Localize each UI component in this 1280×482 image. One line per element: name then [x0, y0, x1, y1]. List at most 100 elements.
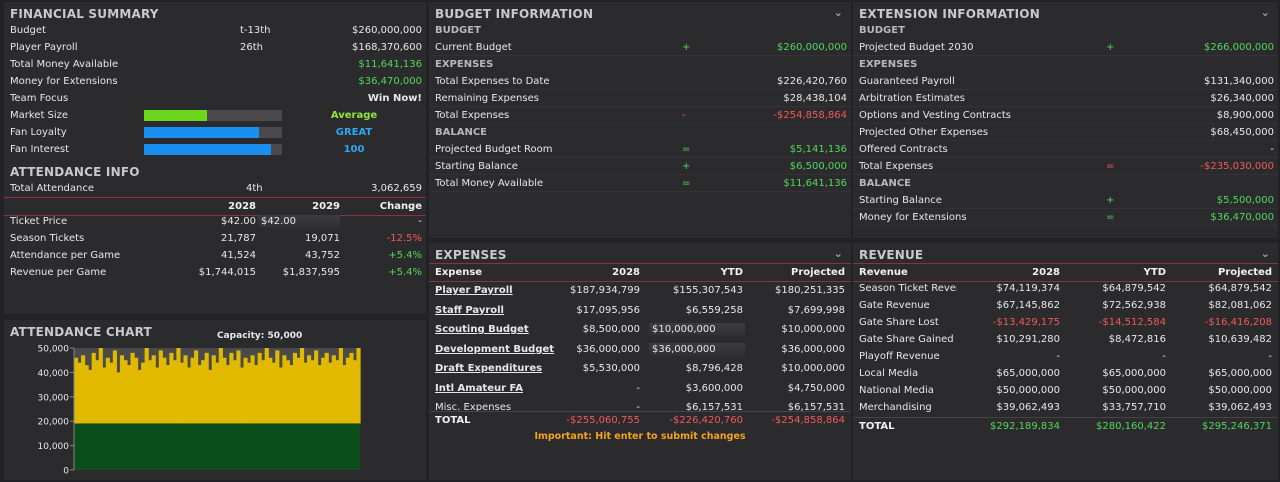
attendance-bar: [84, 365, 89, 424]
expenses-title: EXPENSES ⌄: [429, 243, 851, 265]
rating-bar: [144, 144, 282, 155]
attendance-bar: [321, 357, 326, 424]
attendance-bar: [119, 355, 125, 424]
financial-row: Team Focus Win Now!: [4, 90, 426, 107]
expense-ytd-input[interactable]: $36,000,000: [649, 342, 745, 356]
rating-bar-fill: [144, 110, 208, 121]
attendance-bar: [98, 348, 103, 424]
rating-row: Market Size Average: [4, 107, 426, 124]
col-change-header: Change: [379, 201, 422, 212]
revenue-label: Merchandising: [859, 402, 932, 413]
expense-link[interactable]: Draft Expenditures: [435, 363, 543, 374]
attendance-bar: [137, 369, 142, 424]
row-value: $26,340,000: [1210, 93, 1274, 104]
chevron-down-icon[interactable]: ⌄: [833, 247, 843, 260]
attendance-row-label: Season Tickets: [10, 233, 85, 244]
attendance-bar: [148, 360, 153, 424]
attendance-bar: [186, 367, 192, 424]
total-2028: $292,189,834: [990, 421, 1060, 432]
expense-link[interactable]: Staff Payroll: [435, 304, 504, 316]
table-row: Playoff Revenue - - -: [853, 348, 1278, 365]
row-operator: +: [682, 42, 691, 53]
revenue-label: Playoff Revenue: [859, 351, 940, 362]
financial-row-label: Team Focus: [10, 93, 69, 104]
attendance-bar: [144, 348, 149, 424]
chevron-down-icon[interactable]: ⌄: [1260, 247, 1270, 260]
row-label: Starting Balance: [859, 195, 942, 206]
revenue-ytd: $72,562,938: [1102, 300, 1166, 311]
attendance-bar: [81, 355, 86, 424]
row-label: Arbitration Estimates: [859, 93, 965, 104]
attendance-2029: $1,837,595: [282, 267, 340, 278]
expense-2028: -: [636, 382, 640, 394]
total-attendance-value: 3,062,659: [371, 183, 422, 194]
col-2029-header: 2029: [312, 201, 340, 212]
financial-row: Total Money Available $11,641,136: [4, 56, 426, 73]
attendance-bar: [282, 355, 287, 424]
row-label: Options and Vesting Contracts: [859, 110, 1011, 121]
divider: [4, 215, 426, 216]
attendance-2028: 41,524: [221, 250, 256, 261]
chevron-down-icon[interactable]: ⌄: [833, 6, 843, 19]
expense-ytd: $155,307,543: [673, 285, 743, 296]
table-row: Scouting Budget $8,500,000 $10,000,000 $10,…: [429, 320, 851, 339]
expense-projected: $7,699,998: [787, 304, 845, 316]
attendance-bar: [190, 357, 195, 424]
attendance-row-label: Attendance per Game: [10, 250, 121, 261]
expense-link[interactable]: Intl Amateur FA: [435, 382, 523, 394]
rating-row: Fan Interest 100: [4, 141, 426, 158]
row-value: $8,900,000: [1216, 110, 1274, 121]
extension-row: Options and Vesting Contracts $8,900,000: [853, 107, 1278, 124]
attendance-info-title: ATTENDANCE INFO: [10, 165, 140, 179]
row-operator: +: [1106, 42, 1115, 53]
revenue-label: Season Ticket Revenu: [859, 283, 957, 294]
attendance-bar: [102, 367, 107, 424]
revenue-label: Gate Share Gained: [859, 334, 954, 345]
revenue-ytd: $64,879,542: [1102, 283, 1166, 294]
total-label: TOTAL: [859, 421, 895, 432]
row-label: Guaranteed Payroll: [859, 76, 955, 87]
rating-bar-fill: [144, 144, 271, 155]
table-row: Development Budget $36,000,000 $36,000,000…: [429, 340, 851, 359]
expense-projected: $36,000,000: [781, 343, 845, 355]
chevron-down-icon[interactable]: ⌄: [1260, 6, 1270, 19]
attendance-bar: [338, 348, 343, 424]
revenue-projected: $65,000,000: [1208, 368, 1272, 379]
attendance-bar: [349, 352, 354, 424]
attendance-bar: [239, 367, 245, 424]
attendance-bar: [215, 362, 220, 424]
table-row: Gate Share Gained $10,291,280 $8,472,816 $1…: [853, 331, 1278, 348]
expense-2028: $17,095,956: [576, 304, 640, 316]
row-label: Total Money Available: [435, 178, 544, 189]
revenue-2028: $39,062,493: [996, 402, 1060, 413]
expense-link[interactable]: Development Budget: [435, 343, 555, 355]
extension-row: Offered Contracts -: [853, 141, 1278, 158]
total-projected: $295,246,371: [1202, 421, 1272, 432]
rating-label: Market Size: [10, 110, 69, 121]
row-operator: =: [682, 178, 691, 189]
financial-row-rank: t-13th: [240, 25, 271, 36]
expense-ytd: $3,600,000: [685, 382, 743, 394]
attendance-chart: 50,000 40,000 30,000 20,000 10,000 0: [38, 345, 361, 477]
expense-2028: $8,500,000: [582, 324, 640, 335]
attendance-bar: [236, 350, 241, 424]
rating-value: GREAT: [335, 127, 373, 138]
attendance-row-label: Revenue per Game: [10, 267, 107, 278]
attendance-bar: [112, 350, 117, 424]
attendance-bar: [254, 365, 259, 424]
budget-information-panel: BUDGET INFORMATION ⌄ BUDGET Current Budget…: [429, 2, 851, 238]
expense-col-header: Expense: [435, 267, 483, 278]
section-header-label: BUDGET: [435, 25, 481, 36]
table-row: Intl Amateur FA - $3,600,000 $4,750,000: [429, 379, 851, 398]
attendance-bar: [141, 362, 146, 424]
ticket-price-input[interactable]: $42.00: [258, 215, 340, 228]
expense-link[interactable]: Scouting Budget: [435, 324, 529, 335]
attendance-bar: [179, 362, 185, 424]
y-tick-label: 20,000: [38, 418, 70, 428]
attendance-bar: [165, 365, 170, 424]
expense-link[interactable]: Player Payroll: [435, 285, 513, 296]
expense-ytd-input[interactable]: $10,000,000: [649, 323, 745, 336]
attendance-bar: [116, 372, 121, 424]
attendance-bar: [211, 355, 216, 424]
attendance-bar: [232, 360, 238, 424]
